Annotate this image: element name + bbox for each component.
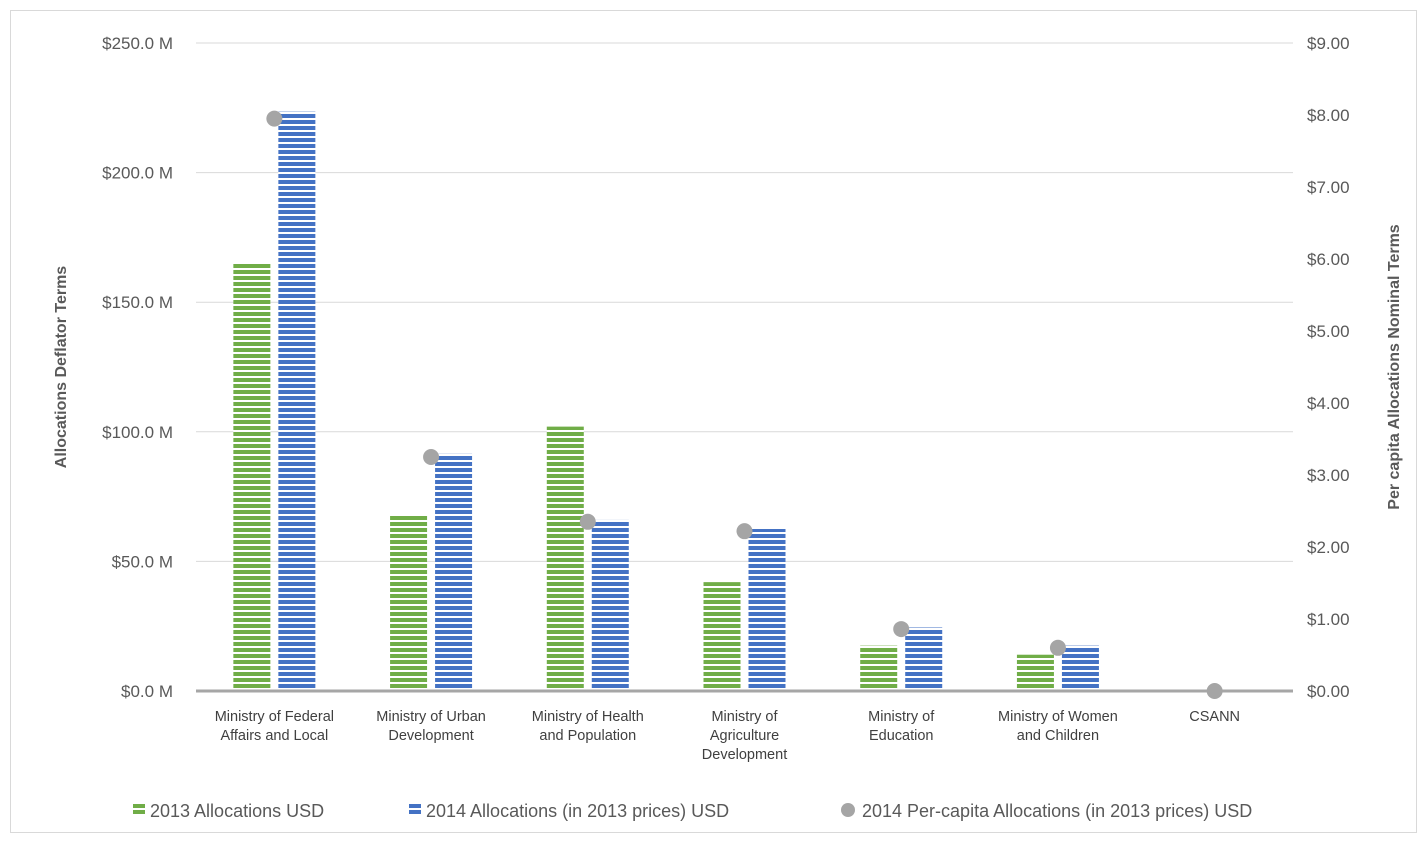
category-label: Ministry of Women and Children — [998, 709, 1118, 744]
legend-label: 2014 Per-capita Allocations (in 2013 pri… — [862, 801, 1252, 821]
y-right-tick-label: $2.00 — [1307, 538, 1350, 557]
category-label-line: Ministry of Federal — [215, 709, 334, 725]
data-point — [423, 449, 440, 465]
y-left-tick-label: $50.0 M — [112, 552, 173, 571]
category-label-line: Ministry of Women — [998, 709, 1118, 725]
legend-swatch — [133, 804, 145, 816]
chart-frame — [10, 10, 1417, 833]
bar — [278, 111, 316, 692]
data-point — [579, 513, 596, 530]
legend-label: 2013 Allocations USD — [150, 801, 324, 821]
data-point — [736, 523, 753, 540]
bar — [748, 529, 786, 691]
category-label-line: Development — [702, 747, 787, 763]
per-capita-points — [266, 110, 1223, 699]
category-labels: Ministry of Federal Affairs and LocalMini… — [215, 709, 1240, 763]
bar — [905, 627, 943, 691]
category-label-line: and Population — [539, 728, 636, 744]
category-label-line: Affairs and Local — [220, 728, 328, 744]
y-right-tick-label: $1.00 — [1307, 610, 1350, 629]
bar — [1061, 645, 1099, 691]
y-right-tick-label: $3.00 — [1307, 466, 1350, 485]
y-right-tick-label: $4.00 — [1307, 394, 1350, 413]
y-left-tick-label: $200.0 M — [102, 164, 173, 183]
y-right-tick-label: $6.00 — [1307, 250, 1350, 269]
bar — [390, 514, 428, 691]
category-label: Ministry of Urban Development — [376, 709, 486, 744]
category-label: Ministry of Federal Affairs and Local — [215, 709, 334, 744]
legend-swatch — [841, 803, 855, 817]
category-label-line: Development — [388, 728, 473, 744]
y-axis-left-title: Allocations Deflator Terms — [53, 266, 70, 469]
y-left-tick-label: $150.0 M — [102, 293, 173, 312]
y-left-tick-label: $0.0 M — [121, 682, 173, 701]
y-right-tick-label: $8.00 — [1307, 106, 1350, 125]
category-label-line: Ministry of — [711, 709, 778, 725]
category-label-line: Ministry of Urban — [376, 709, 486, 725]
category-label-line: CSANN — [1189, 709, 1240, 725]
category-label: Ministry of Agriculture Development — [702, 709, 787, 763]
y-left-tick-label: $250.0 M — [102, 34, 173, 53]
data-point — [1206, 683, 1223, 699]
legend: 2013 Allocations USD 2014 Allocations (in… — [133, 801, 1252, 821]
category-label: CSANN — [1189, 709, 1240, 725]
data-point — [893, 621, 910, 638]
category-label-line: Agriculture — [710, 728, 779, 744]
gridlines — [196, 42, 1293, 562]
category-label-line: Ministry of — [868, 709, 935, 725]
bar — [1016, 654, 1054, 691]
bars — [233, 111, 1099, 692]
bar — [233, 263, 271, 691]
bar — [435, 453, 473, 691]
bar — [703, 582, 741, 691]
y-right-tick-label: $7.00 — [1307, 178, 1350, 197]
y-right-tick-label: $9.00 — [1307, 34, 1350, 53]
bar — [591, 519, 629, 691]
legend-label: 2014 Allocations (in 2013 prices) USD — [426, 801, 729, 821]
legend-swatch — [409, 804, 421, 816]
data-point — [1049, 639, 1066, 656]
y-left-tick-label: $100.0 M — [102, 423, 173, 442]
category-label: Ministry of Education — [868, 709, 935, 744]
tick-labels: $0.0 M $50.0 M $100.0 M $150.0 M $200.0 M $25… — [102, 34, 1349, 701]
category-label: Ministry of Health and Population — [532, 709, 644, 744]
y-axis-right-title: Per capita Allocations Nominal Terms — [1386, 224, 1403, 510]
category-label-line: and Children — [1017, 728, 1099, 744]
bar — [546, 426, 584, 691]
category-label-line: Education — [869, 728, 934, 744]
bar — [860, 645, 898, 691]
y-right-tick-label: $0.00 — [1307, 682, 1350, 701]
category-label-line: Ministry of Health — [532, 709, 644, 725]
data-point — [266, 110, 283, 127]
y-right-tick-label: $5.00 — [1307, 322, 1350, 341]
